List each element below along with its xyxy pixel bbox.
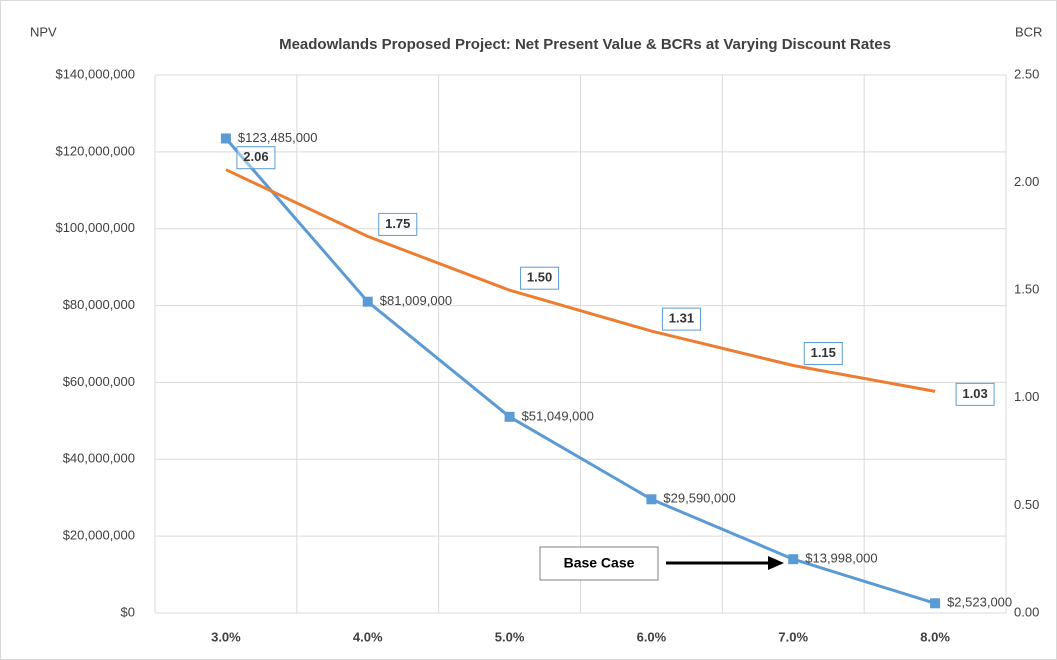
y-tick-label: $20,000,000 xyxy=(63,528,135,543)
y2-tick-label: 1.50 xyxy=(1014,282,1039,297)
x-tick-label: 3.0% xyxy=(211,629,241,644)
y2-axis-label: BCR xyxy=(1015,24,1042,39)
y-tick-label: $40,000,000 xyxy=(63,451,135,466)
data-label-box xyxy=(236,146,276,170)
data-label: $81,009,000 xyxy=(380,293,452,308)
marker xyxy=(930,598,941,609)
data-label: $123,485,000 xyxy=(238,130,318,145)
series-line xyxy=(224,137,936,605)
chart-title: Meadowlands Proposed Project: Net Presen… xyxy=(279,36,891,53)
data-label-box xyxy=(520,266,560,290)
data-label: 1.50 xyxy=(527,270,552,285)
data-label-box xyxy=(803,342,843,366)
marker xyxy=(362,296,373,307)
y2-tick-label: 2.50 xyxy=(1014,66,1039,81)
y2-tick-label: 1.00 xyxy=(1014,389,1039,404)
annotation-box xyxy=(539,546,659,581)
marker xyxy=(788,554,799,565)
data-label-box xyxy=(661,307,701,331)
y2-tick-label: 0.00 xyxy=(1014,604,1039,619)
y-tick-label: $60,000,000 xyxy=(63,374,135,389)
data-label-box xyxy=(378,212,418,236)
data-label: 1.03 xyxy=(962,386,987,401)
marker xyxy=(646,494,657,505)
data-label: $2,523,000 xyxy=(947,595,1012,610)
marker xyxy=(504,411,515,422)
marker xyxy=(220,133,231,144)
data-label-box xyxy=(955,382,995,406)
y-tick-label: $80,000,000 xyxy=(63,297,135,312)
y-tick-label: $0 xyxy=(121,604,135,619)
data-label: $29,590,000 xyxy=(663,491,735,506)
data-label: 2.06 xyxy=(243,149,268,164)
data-label: $13,998,000 xyxy=(805,551,877,566)
data-label: 1.75 xyxy=(385,216,410,231)
y-tick-label: $100,000,000 xyxy=(55,220,135,235)
series-line xyxy=(225,168,936,393)
data-label: 1.31 xyxy=(669,311,694,326)
x-tick-label: 7.0% xyxy=(778,629,808,644)
annotation: Base Case xyxy=(564,555,635,571)
x-tick-label: 4.0% xyxy=(353,629,383,644)
x-tick-label: 6.0% xyxy=(637,629,667,644)
y2-tick-label: 0.50 xyxy=(1014,497,1039,512)
data-label: 1.15 xyxy=(811,345,836,360)
x-tick-label: 8.0% xyxy=(920,629,950,644)
y-axis-label: NPV xyxy=(30,24,57,39)
y-tick-label: $140,000,000 xyxy=(55,66,135,81)
y2-tick-label: 2.00 xyxy=(1014,174,1039,189)
y-tick-label: $120,000,000 xyxy=(55,143,135,158)
annotation-arrowhead xyxy=(768,556,784,570)
data-label: $51,049,000 xyxy=(522,408,594,423)
x-tick-label: 5.0% xyxy=(495,629,525,644)
